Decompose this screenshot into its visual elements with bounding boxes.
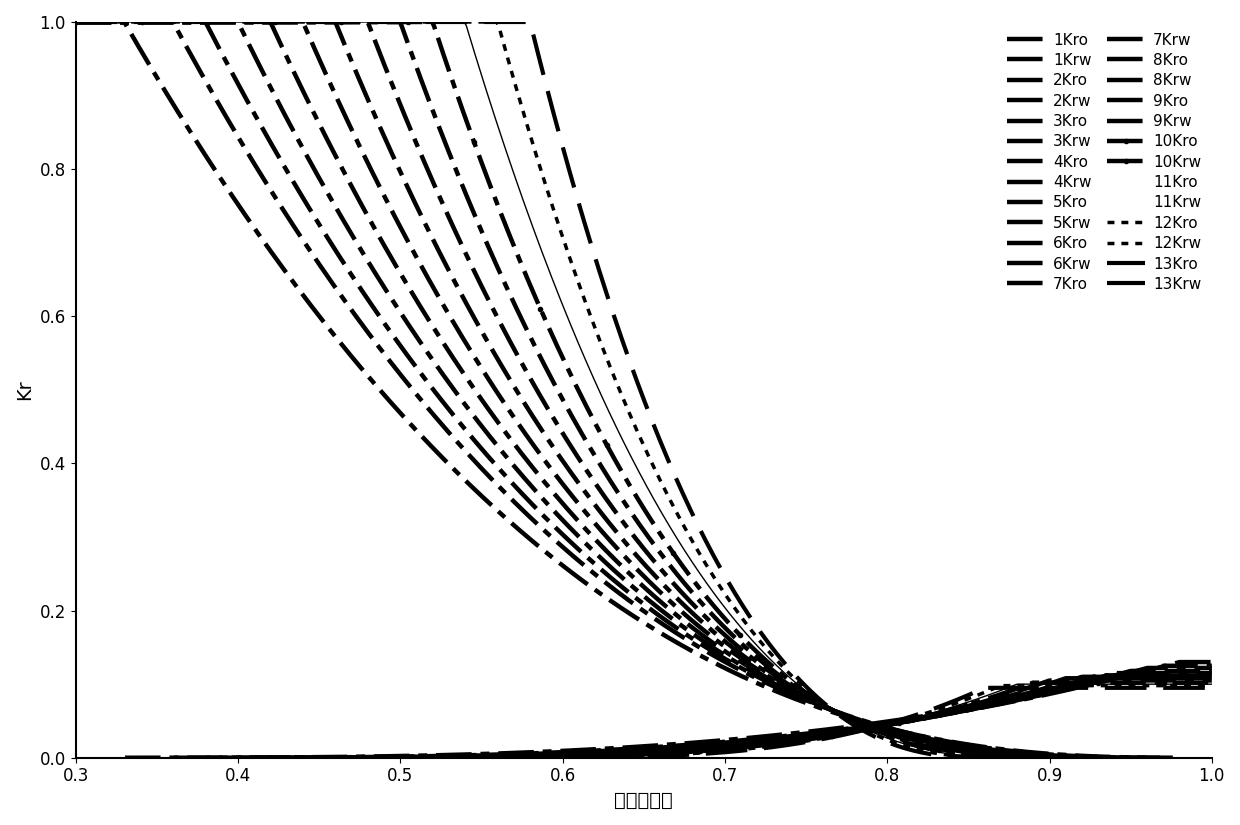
X-axis label: 含水饱和度: 含水饱和度 <box>614 791 673 810</box>
Legend: 1Kro, 1Krw, 2Kro, 2Krw, 3Kro, 3Krw, 4Kro, 4Krw, 5Kro, 5Krw, 6Kro, 6Krw, 7Kro, 7K: 1Kro, 1Krw, 2Kro, 2Krw, 3Kro, 3Krw, 4Kro… <box>1001 26 1208 298</box>
Y-axis label: Kr: Kr <box>15 380 33 400</box>
